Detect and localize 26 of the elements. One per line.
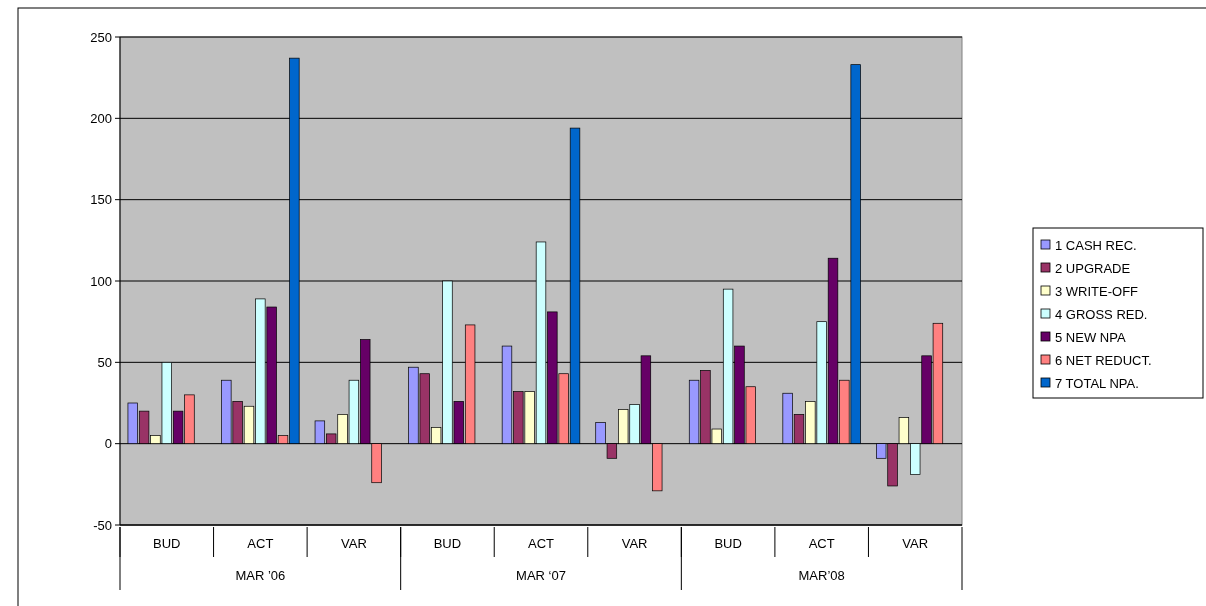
y-tick-label: 250 xyxy=(90,29,112,45)
x-tick-label: ACT xyxy=(247,536,274,551)
y-tick-label: 150 xyxy=(90,192,112,208)
text: MAR ’06 xyxy=(235,568,286,583)
legend-label: 3 WRITE-OFF xyxy=(1055,283,1139,299)
y-tick-label: 0 xyxy=(104,436,112,452)
legend-label: 5 NEW NPA xyxy=(1055,329,1126,345)
x-tick-label: BUD xyxy=(153,536,181,551)
x-tick-label: VAR xyxy=(902,536,929,551)
legend-label: 7 TOTAL NPA. xyxy=(1055,375,1139,391)
x-tick-label: BUD xyxy=(714,536,742,551)
x-tick-label: BUD xyxy=(433,536,462,551)
text: MAR ‘07 xyxy=(516,568,566,583)
x-tick-label: VAR xyxy=(341,536,367,551)
y-tick-label: 100 xyxy=(90,273,112,289)
y-tick-label: 50 xyxy=(97,354,112,370)
x-tick-label: VAR xyxy=(621,536,648,551)
y-tick-label: -50 xyxy=(93,517,112,533)
x-tick-label: ACT xyxy=(808,536,835,551)
y-tick-label: 200 xyxy=(90,110,112,126)
legend-label: 4 GROSS RED. xyxy=(1055,306,1148,322)
legend-label: 1 CASH REC. xyxy=(1055,237,1137,253)
x-tick-label: ACT xyxy=(528,536,555,551)
text: MAR’08 xyxy=(798,568,845,583)
legend-label: 2 UPGRADE xyxy=(1055,260,1131,276)
legend-label: 6 NET REDUCT. xyxy=(1055,352,1152,368)
